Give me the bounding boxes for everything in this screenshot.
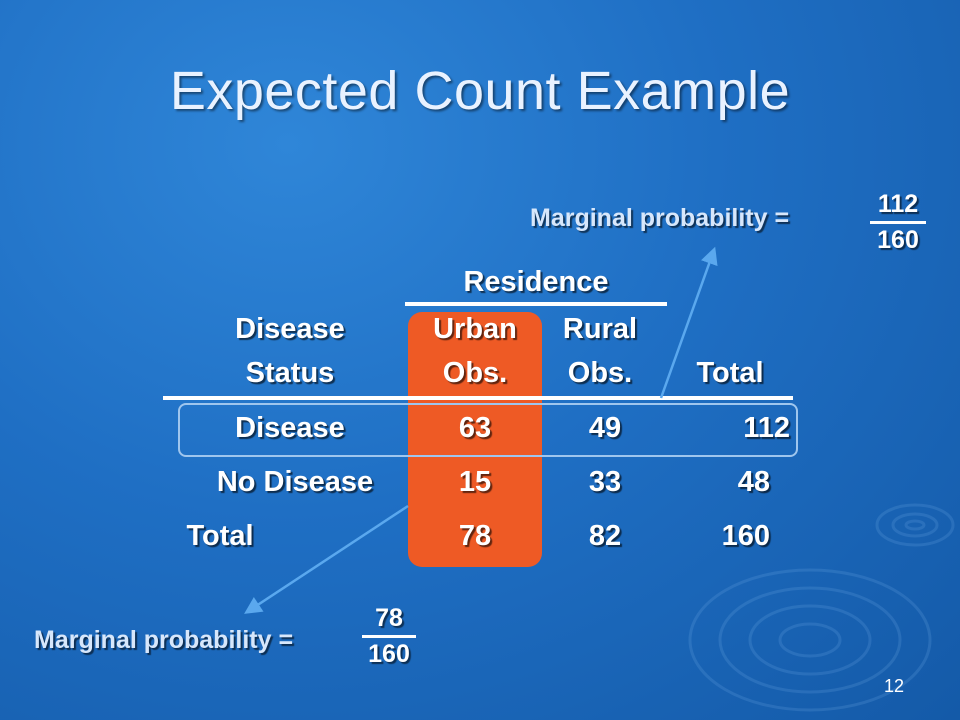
cell-grand-total: 160	[721, 520, 770, 552]
cell-disease-rural: 49	[588, 412, 622, 444]
cell-nodisease-rural: 33	[588, 466, 622, 498]
row-label-total: Total	[186, 520, 254, 552]
disease-row-outline	[178, 403, 798, 457]
marginal-bottom-fraction: 78 160	[362, 604, 416, 669]
marginal-top-denominator: 160	[877, 226, 919, 254]
cell-nodisease-urban: 15	[458, 466, 492, 498]
header-disease-status-line1: Disease	[235, 313, 345, 345]
marginal-bottom-denominator: 160	[368, 640, 410, 668]
header-rural-line2: Obs.	[567, 357, 633, 389]
marginal-top-numerator: 112	[870, 190, 926, 224]
marginal-top-label: Marginal probability =	[530, 204, 790, 232]
cell-disease-total: 112	[743, 412, 790, 444]
residence-header: Residence	[463, 266, 609, 298]
cell-total-urban: 78	[458, 520, 492, 552]
urban-column-highlight	[408, 312, 542, 567]
marginal-bottom-numerator: 78	[362, 604, 416, 638]
header-divider	[163, 396, 793, 400]
cell-nodisease-total: 48	[737, 466, 770, 498]
cell-disease-urban: 63	[458, 412, 492, 444]
header-rural-line1: Rural	[562, 313, 638, 345]
row-label-disease: Disease	[235, 412, 345, 444]
header-urban-line2: Obs.	[442, 357, 508, 389]
marginal-bottom-label: Marginal probability =	[34, 626, 294, 654]
header-disease-status-line2: Status	[245, 357, 335, 389]
marginal-top-fraction: 112 160	[870, 190, 926, 255]
header-urban-line1: Urban	[433, 313, 517, 345]
row-label-no-disease: No Disease	[216, 466, 374, 498]
residence-underline	[405, 302, 667, 306]
header-total: Total	[696, 357, 764, 389]
cell-total-rural: 82	[588, 520, 622, 552]
slide-title: Expected Count Example	[169, 61, 791, 121]
slide-number: 12	[883, 676, 904, 696]
